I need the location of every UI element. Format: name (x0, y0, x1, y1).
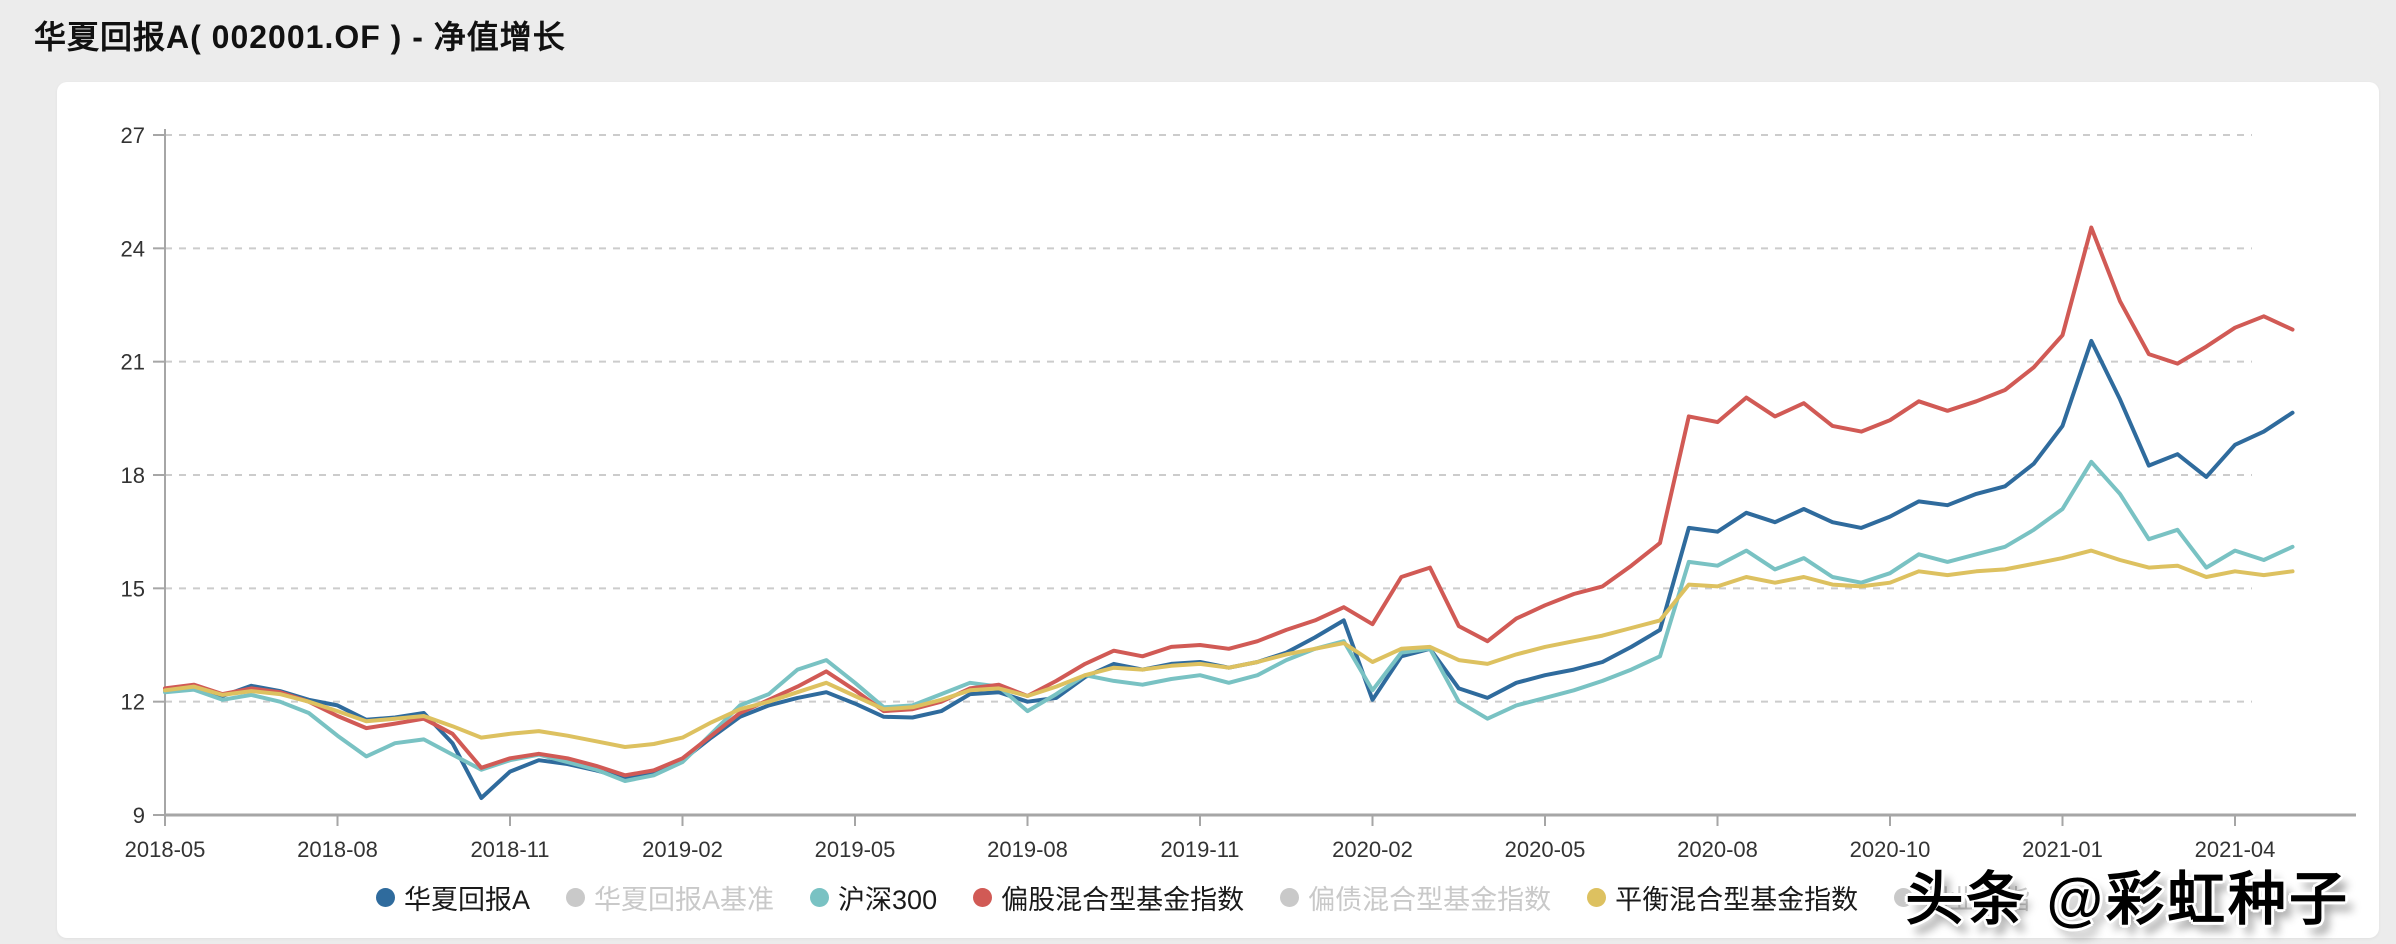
x-axis-label: 2021-01 (2022, 837, 2103, 862)
legend-label: 偏债混合型基金指数 (1308, 885, 1552, 915)
y-axis-label: 18 (121, 463, 145, 488)
series-line-balanced-mixed-fund-index (163, 548, 2295, 749)
legend-dot-huaxia-return-a-benchmark (566, 888, 586, 907)
y-axis-label: 15 (121, 576, 145, 601)
legend-dot-chinext-index (1894, 888, 1914, 907)
watermark: 头条 @彩虹种子 (1905, 867, 2350, 932)
chart-legend: 华夏回报A 华夏回报A基准 沪深300 偏股混合型基金指数 偏债混合型基金指数 平衡混合型… (376, 878, 2030, 917)
page-title: 华夏回报A( 002001.OF ) - 净值增长 (34, 19, 566, 55)
legend-dot-huaxia-return-a (376, 888, 395, 907)
series-line-hs300-index (163, 459, 2295, 783)
legend-dot-equity-biased-mixed-fund-index (973, 888, 993, 907)
y-axis-label: 21 (121, 350, 145, 375)
y-axis-label: 27 (121, 123, 145, 148)
legend-dot-hs300-index (810, 888, 830, 907)
x-axis-label: 2019-02 (642, 837, 723, 862)
legend-dot-bond-biased-mixed-fund-index (1280, 888, 1300, 907)
legend-item-hs300-index[interactable]: 沪深300 (810, 878, 937, 917)
legend-label: 华夏回报A (404, 885, 531, 915)
legend-item-huaxia-return-a[interactable]: 华夏回报A (376, 878, 530, 917)
series-line-huaxia-return-a (163, 338, 2295, 800)
legend-item-huaxia-return-a-benchmark[interactable]: 华夏回报A基准 (566, 878, 774, 917)
x-axis-label: 2020-05 (1505, 837, 1586, 862)
y-axis-label: 24 (121, 236, 145, 261)
legend-item-equity-biased-mixed-fund-index[interactable]: 偏股混合型基金指数 (973, 878, 1244, 917)
legend-item-balanced-mixed-fund-index[interactable]: 平衡混合型基金指数 (1587, 878, 1858, 917)
x-axis-label: 2018-05 (125, 837, 206, 862)
x-axis-label: 2021-04 (2195, 837, 2276, 862)
legend-label: 偏股混合型基金指数 (1001, 885, 1245, 915)
x-axis-label: 2020-10 (1850, 837, 1931, 862)
x-axis-label: 2018-11 (470, 837, 549, 862)
legend-label: 沪深300 (838, 885, 938, 915)
x-axis-label: 2019-05 (815, 837, 896, 862)
x-axis-label: 2020-02 (1332, 837, 1413, 862)
x-axis-label: 2018-08 (297, 837, 378, 862)
legend-dot-balanced-mixed-fund-index (1587, 888, 1607, 907)
x-axis-label: 2020-08 (1677, 837, 1758, 862)
legend-label: 创业板指 (1922, 885, 2031, 915)
y-axis-label: 12 (121, 690, 145, 715)
legend-label: 华夏回报A基准 (594, 885, 775, 915)
x-axis-label: 2019-11 (1160, 837, 1239, 862)
series-line-equity-biased-mixed-fund-index (163, 225, 2295, 778)
legend-label: 平衡混合型基金指数 (1615, 885, 1859, 915)
legend-item-bond-biased-mixed-fund-index[interactable]: 偏债混合型基金指数 (1280, 878, 1551, 917)
y-axis-label: 9 (133, 803, 145, 828)
x-axis-label: 2019-08 (987, 837, 1068, 862)
chart-card (57, 82, 2379, 938)
legend-item-chinext-index[interactable]: 创业板指 (1894, 878, 2030, 917)
